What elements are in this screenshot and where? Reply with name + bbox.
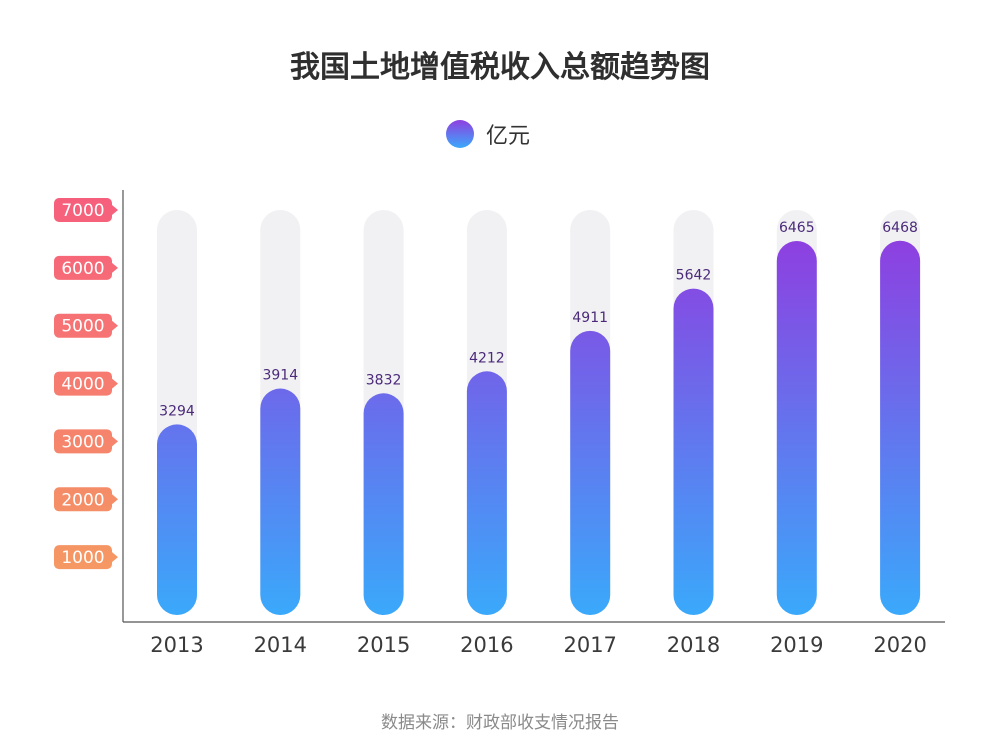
y-tick: 2000 — [54, 487, 118, 512]
y-tick-label: 3000 — [61, 432, 104, 452]
y-tick: 5000 — [54, 313, 118, 338]
bar — [157, 424, 197, 615]
y-tick-badge — [54, 487, 112, 512]
y-tick: 3000 — [54, 429, 118, 454]
y-axis-ticks: 1000 2000 3000 4000 5000 6000 7000 — [54, 198, 118, 570]
x-tick-label: 2018 — [667, 633, 720, 657]
y-tick-pointer — [112, 378, 118, 389]
y-tick-badge — [54, 545, 112, 570]
y-tick-badge — [54, 198, 112, 222]
y-tick-label: 1000 — [61, 548, 104, 568]
y-tick-pointer — [112, 436, 118, 447]
data-labels: 3294 3914 3832 4212 4911 5642 6465 6468 — [159, 220, 918, 420]
y-tick: 1000 — [54, 545, 118, 570]
legend-label: 亿元 — [486, 124, 531, 149]
y-tick-pointer — [112, 205, 118, 215]
y-tick: 6000 — [54, 255, 118, 280]
bar — [466, 371, 507, 615]
data-label: 3832 — [366, 372, 402, 388]
y-tick-label: 7000 — [61, 201, 104, 221]
y-tick: 7000 — [54, 198, 118, 222]
data-label: 4212 — [469, 350, 505, 366]
bar — [260, 388, 301, 615]
y-tick-badge — [54, 429, 112, 454]
data-label: 3294 — [159, 403, 195, 419]
chart-title: 我国土地增值税收入总额趋势图 — [290, 50, 710, 85]
data-label: 3914 — [262, 368, 298, 384]
y-tick-pointer — [112, 552, 118, 563]
bar — [673, 288, 714, 615]
x-tick-label: 2013 — [150, 633, 203, 657]
x-tick-label: 2015 — [357, 633, 410, 657]
y-tick-pointer — [112, 494, 118, 505]
bar — [363, 393, 404, 615]
bars — [157, 240, 921, 616]
y-tick-label: 4000 — [61, 375, 104, 395]
y-tick-pointer — [112, 262, 118, 273]
x-tick-label: 2014 — [254, 633, 307, 657]
bar — [570, 330, 611, 615]
data-label: 4911 — [572, 310, 608, 326]
bar — [776, 240, 817, 616]
y-tick: 4000 — [54, 371, 118, 396]
y-tick-badge — [54, 255, 112, 280]
y-tick-label: 2000 — [61, 490, 104, 510]
y-tick-badge — [54, 371, 112, 396]
x-tick-label: 2016 — [460, 633, 513, 657]
data-label: 6465 — [779, 220, 815, 236]
data-label: 5642 — [676, 268, 712, 284]
legend-swatch — [446, 120, 474, 148]
x-tick-label: 2019 — [770, 633, 823, 657]
x-tick-label: 2020 — [873, 633, 926, 657]
x-tick-label: 2017 — [563, 633, 616, 657]
x-axis-ticks: 2013 2014 2015 2016 2017 2018 2019 2020 — [150, 633, 927, 657]
data-source: 数据来源：财政部收支情况报告 — [381, 713, 619, 733]
y-tick-label: 5000 — [61, 317, 104, 337]
bar — [880, 240, 921, 615]
y-tick-label: 6000 — [61, 259, 104, 279]
y-tick-badge — [54, 313, 112, 338]
y-tick-pointer — [112, 320, 118, 331]
data-label: 6468 — [882, 220, 918, 236]
legend: 亿元 — [446, 117, 530, 151]
